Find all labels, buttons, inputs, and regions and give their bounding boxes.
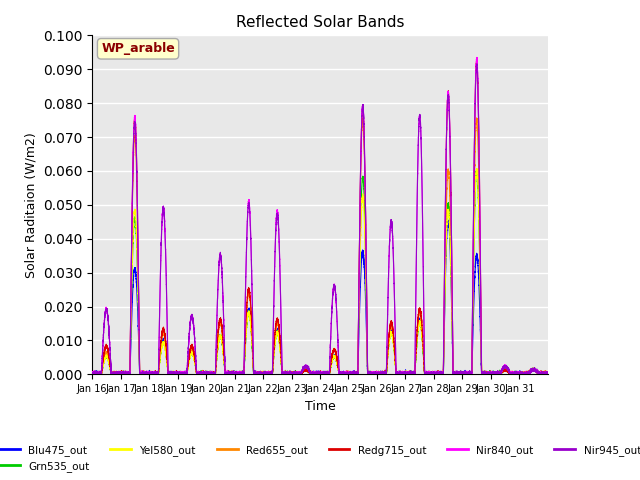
Grn535_out [474, 186, 482, 192]
Redg715_out [344, 372, 351, 377]
Nir945_out [544, 371, 552, 377]
Title: Reflected Solar Bands: Reflected Solar Bands [236, 15, 404, 30]
Yel580_out [245, 310, 253, 316]
Nir840_out [129, 169, 136, 175]
Redg715_out [544, 371, 552, 377]
Red655_out [88, 371, 96, 377]
Redg715_out [88, 371, 96, 376]
Redg715_out [245, 287, 253, 292]
Grn535_out [473, 166, 481, 172]
Blu475_out [129, 288, 136, 294]
Redg715_out [129, 171, 136, 177]
Nir840_out [473, 55, 481, 60]
Grn535_out [245, 311, 253, 316]
Red655_out [295, 372, 303, 377]
Line: Red655_out: Red655_out [92, 118, 548, 374]
Line: Blu475_out: Blu475_out [92, 220, 548, 374]
Nir945_out [505, 369, 513, 375]
Blu475_out [88, 371, 96, 377]
Redg715_out [214, 334, 221, 340]
Grn535_out [505, 370, 513, 376]
Nir840_out [544, 371, 552, 377]
Redg715_out [473, 57, 481, 63]
Yel580_out [441, 300, 449, 306]
Nir840_out [252, 372, 260, 377]
Nir840_out [88, 371, 96, 377]
Line: Redg715_out: Redg715_out [92, 60, 548, 374]
Blu475_out [245, 307, 253, 312]
Nir945_out [214, 288, 221, 294]
Grn535_out [88, 371, 96, 377]
Red655_out [214, 336, 221, 342]
Blu475_out [474, 263, 482, 269]
Redg715_out [474, 88, 482, 94]
Red655_out [505, 370, 513, 375]
Nir945_out [245, 203, 253, 208]
Grn535_out [214, 346, 221, 351]
Red655_out [544, 371, 552, 377]
Text: WP_arable: WP_arable [101, 42, 175, 55]
Blu475_out [544, 371, 552, 377]
Y-axis label: Solar Raditaion (W/m2): Solar Raditaion (W/m2) [24, 132, 37, 278]
Nir840_out [441, 248, 449, 254]
Blu475_out [214, 345, 221, 350]
Blu475_out [441, 304, 449, 310]
Blu475_out [381, 372, 388, 377]
Red655_out [441, 283, 449, 288]
Grn535_out [129, 249, 136, 254]
Nir840_out [214, 288, 221, 294]
Red655_out [474, 141, 482, 146]
Yel580_out [544, 372, 552, 377]
Yel580_out [214, 346, 221, 351]
Line: Nir945_out: Nir945_out [92, 64, 548, 374]
Line: Grn535_out: Grn535_out [92, 169, 548, 374]
Nir945_out [474, 91, 482, 96]
Nir945_out [88, 370, 96, 376]
Legend: Blu475_out, Grn535_out, Yel580_out, Red655_out, Redg715_out, Nir840_out, Nir945_: Blu475_out, Grn535_out, Yel580_out, Red6… [0, 441, 640, 476]
Grn535_out [544, 370, 552, 376]
Nir840_out [474, 85, 482, 91]
Red655_out [129, 185, 136, 191]
Nir945_out [508, 372, 516, 377]
Grn535_out [152, 372, 160, 377]
X-axis label: Time: Time [305, 400, 335, 413]
Red655_out [473, 115, 481, 121]
Yel580_out [129, 242, 136, 248]
Blu475_out [445, 217, 452, 223]
Nir945_out [441, 252, 449, 258]
Grn535_out [441, 297, 449, 303]
Yel580_out [88, 370, 96, 376]
Redg715_out [441, 249, 449, 255]
Yel580_out [473, 166, 481, 171]
Yel580_out [232, 372, 240, 377]
Yel580_out [474, 187, 482, 192]
Nir945_out [473, 61, 481, 67]
Line: Nir840_out: Nir840_out [92, 58, 548, 374]
Yel580_out [505, 370, 513, 376]
Nir840_out [245, 199, 253, 204]
Nir945_out [129, 173, 136, 179]
Line: Yel580_out: Yel580_out [92, 168, 548, 374]
Red655_out [245, 289, 253, 295]
Blu475_out [505, 370, 513, 376]
Redg715_out [505, 370, 513, 375]
Nir840_out [505, 369, 513, 375]
